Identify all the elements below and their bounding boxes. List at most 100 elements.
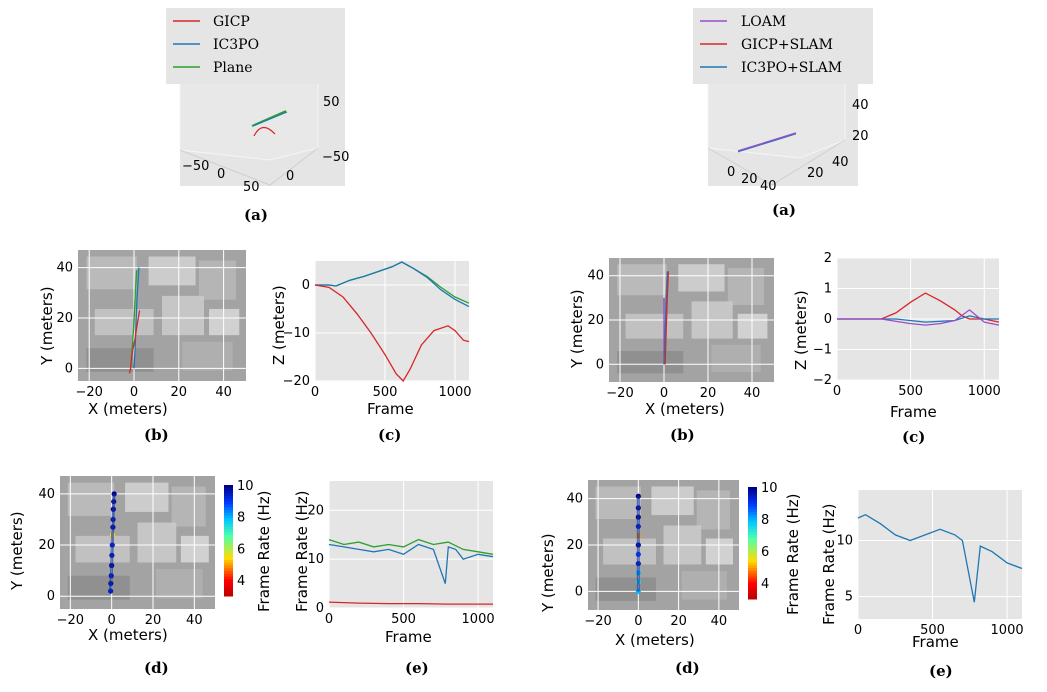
left-b-map-block (162, 295, 204, 336)
left-d-colorbar-cell (224, 485, 233, 489)
left-d-colorbar-tick: 10 (237, 479, 254, 494)
left-d-colorbar-label: Frame Rate (Hz) (255, 490, 273, 612)
right-a-tick-right-1: 40 (832, 155, 849, 170)
right-b-ylabel: Y (meters) (568, 289, 586, 369)
right-d-colorbar-cell (748, 503, 757, 508)
left-c-xlabel: Frame (367, 400, 414, 418)
right-d-map-block (595, 486, 641, 519)
left-d-caption: (d) (144, 659, 169, 677)
left-a-tick-z-0: 50 (323, 95, 340, 110)
left-e-xtick-label: 0 (325, 612, 333, 627)
left-d-map-block (137, 522, 177, 563)
left-c-caption: (c) (378, 426, 401, 444)
left-d-map-block (125, 482, 169, 512)
right-a-tick-front-0: 0 (727, 165, 735, 180)
right-d-map-block (603, 538, 656, 565)
left-b-series-gicp (128, 310, 141, 374)
right-d-colorbar-cell (748, 585, 757, 589)
right-c-ytick-label: −2 (813, 373, 832, 388)
right-b-xtick-label: 40 (744, 386, 761, 401)
left-a-3d-plot: −50 0 50 0 −50 50 GICP IC3PO Plane (a) (166, 8, 349, 224)
left-d-colorbar-cell (224, 534, 233, 539)
right-a-3d-box (707, 71, 846, 159)
left-d-colorbar-cell (224, 509, 233, 514)
right-e-ytick-label: 10 (836, 533, 853, 548)
right-c-caption: (c) (902, 428, 925, 446)
left-d-colorbar-cell (224, 518, 233, 522)
right-d-xlabel: X (meters) (615, 631, 695, 649)
right-e-xtick-label: 500 (920, 623, 945, 638)
right-d-colorbar-cell (748, 545, 757, 550)
left-c-ytick-label: −10 (283, 326, 310, 341)
left-d-colorbar-cell (224, 543, 233, 547)
right-d-colorbar-cell (748, 543, 757, 547)
left-c-axes-bg (315, 261, 469, 381)
left-c-series-ic3po (315, 261, 470, 308)
left-d-colorbar-cell (224, 554, 233, 558)
right-d-colorbar-cell (748, 596, 757, 600)
right-a-tick-z-1: 20 (852, 129, 869, 144)
right-b-xtick-label: 20 (700, 386, 717, 401)
left-d-ylabel: Y (meters) (8, 511, 26, 591)
left-d-colorbar-cell (224, 568, 233, 572)
left-d-xlabel: X (meters) (88, 626, 168, 644)
left-e-ytick-label: 10 (307, 552, 324, 567)
left-d-colorbar-tick: 6 (237, 542, 245, 557)
left-a-tick-right-0: 0 (286, 169, 294, 184)
right-d-colorbar-cell (748, 562, 757, 566)
right-d-colorbar-cell (748, 487, 757, 491)
right-c-ytick-label: 1 (824, 282, 832, 297)
left-d-ytick-label: 0 (47, 589, 55, 604)
right-b-map-block (617, 264, 667, 296)
left-b-xtick-label: 0 (130, 385, 138, 400)
left-a-legend-gicp: GICP (213, 14, 250, 30)
right-d-colorbar-cell (748, 534, 757, 538)
right-e-ylabel: Frame Rate (Hz) (820, 503, 838, 625)
left-a-3d-box (179, 73, 319, 161)
left-d-ytick-label: 20 (38, 538, 55, 553)
right-a-loam-curve (737, 132, 797, 152)
left-d-colorbar-cell (224, 584, 233, 589)
left-b-map-block (148, 256, 196, 286)
left-d-colorbar-cell (224, 587, 233, 591)
left-b-map-block (86, 256, 137, 290)
right-d-colorbar-cell (748, 509, 757, 513)
right-d-xtick-label: 0 (634, 614, 642, 629)
right-b-map-block (617, 351, 684, 374)
left-d-colorbar-cell (224, 523, 233, 528)
right-e-xtick-label: 0 (854, 623, 862, 638)
left-b-map-block (182, 341, 233, 371)
right-b-caption: (b) (670, 426, 695, 444)
left-d-colorbar-cell (224, 579, 233, 583)
right-c-xtick-label: 1000 (968, 384, 1001, 399)
right-b-map-block (678, 264, 725, 292)
right-b-xtick-label: 0 (660, 386, 668, 401)
left-d-colorbar-cell (224, 490, 233, 494)
left-b-ylabel: Y (meters) (38, 286, 56, 366)
left-d-xtick-label: 20 (145, 613, 162, 628)
right-d-colorbar-cell (748, 568, 757, 572)
left-e-frame-rate-plot: 0 500 1000 0 10 20 (307, 481, 495, 627)
left-d-track (109, 493, 116, 592)
left-b-map-block (198, 260, 236, 300)
left-a-caption: (a) (244, 206, 268, 224)
right-d-colorbar-cell (748, 512, 757, 516)
left-d-colorbar-cell (224, 521, 233, 525)
right-a-legend-ic3po-slam: IC3PO+SLAM (741, 60, 842, 76)
left-d-colorbar-cell (224, 532, 233, 536)
right-d-colorbar-cell (748, 587, 757, 592)
right-e-xlabel: Frame (912, 633, 959, 651)
right-a-legend-loam: LOAM (741, 14, 786, 30)
left-e-ylabel: Frame Rate (Hz) (293, 490, 311, 612)
left-d-colorbar-cell (224, 576, 233, 580)
right-e-frame-rate-plot: 0 500 1000 5 10 (836, 490, 1024, 638)
left-c-xtick-label: 500 (373, 385, 398, 400)
right-d-map-block (705, 538, 733, 565)
left-d-colorbar-cell (224, 501, 233, 505)
left-d-colorbar-cell (224, 548, 233, 553)
left-d-xtick-label: −20 (57, 613, 84, 628)
left-e-series-ic3po (328, 543, 494, 584)
left-d-colorbar-cell (224, 590, 233, 594)
left-e-ytick-label: 20 (307, 503, 324, 518)
